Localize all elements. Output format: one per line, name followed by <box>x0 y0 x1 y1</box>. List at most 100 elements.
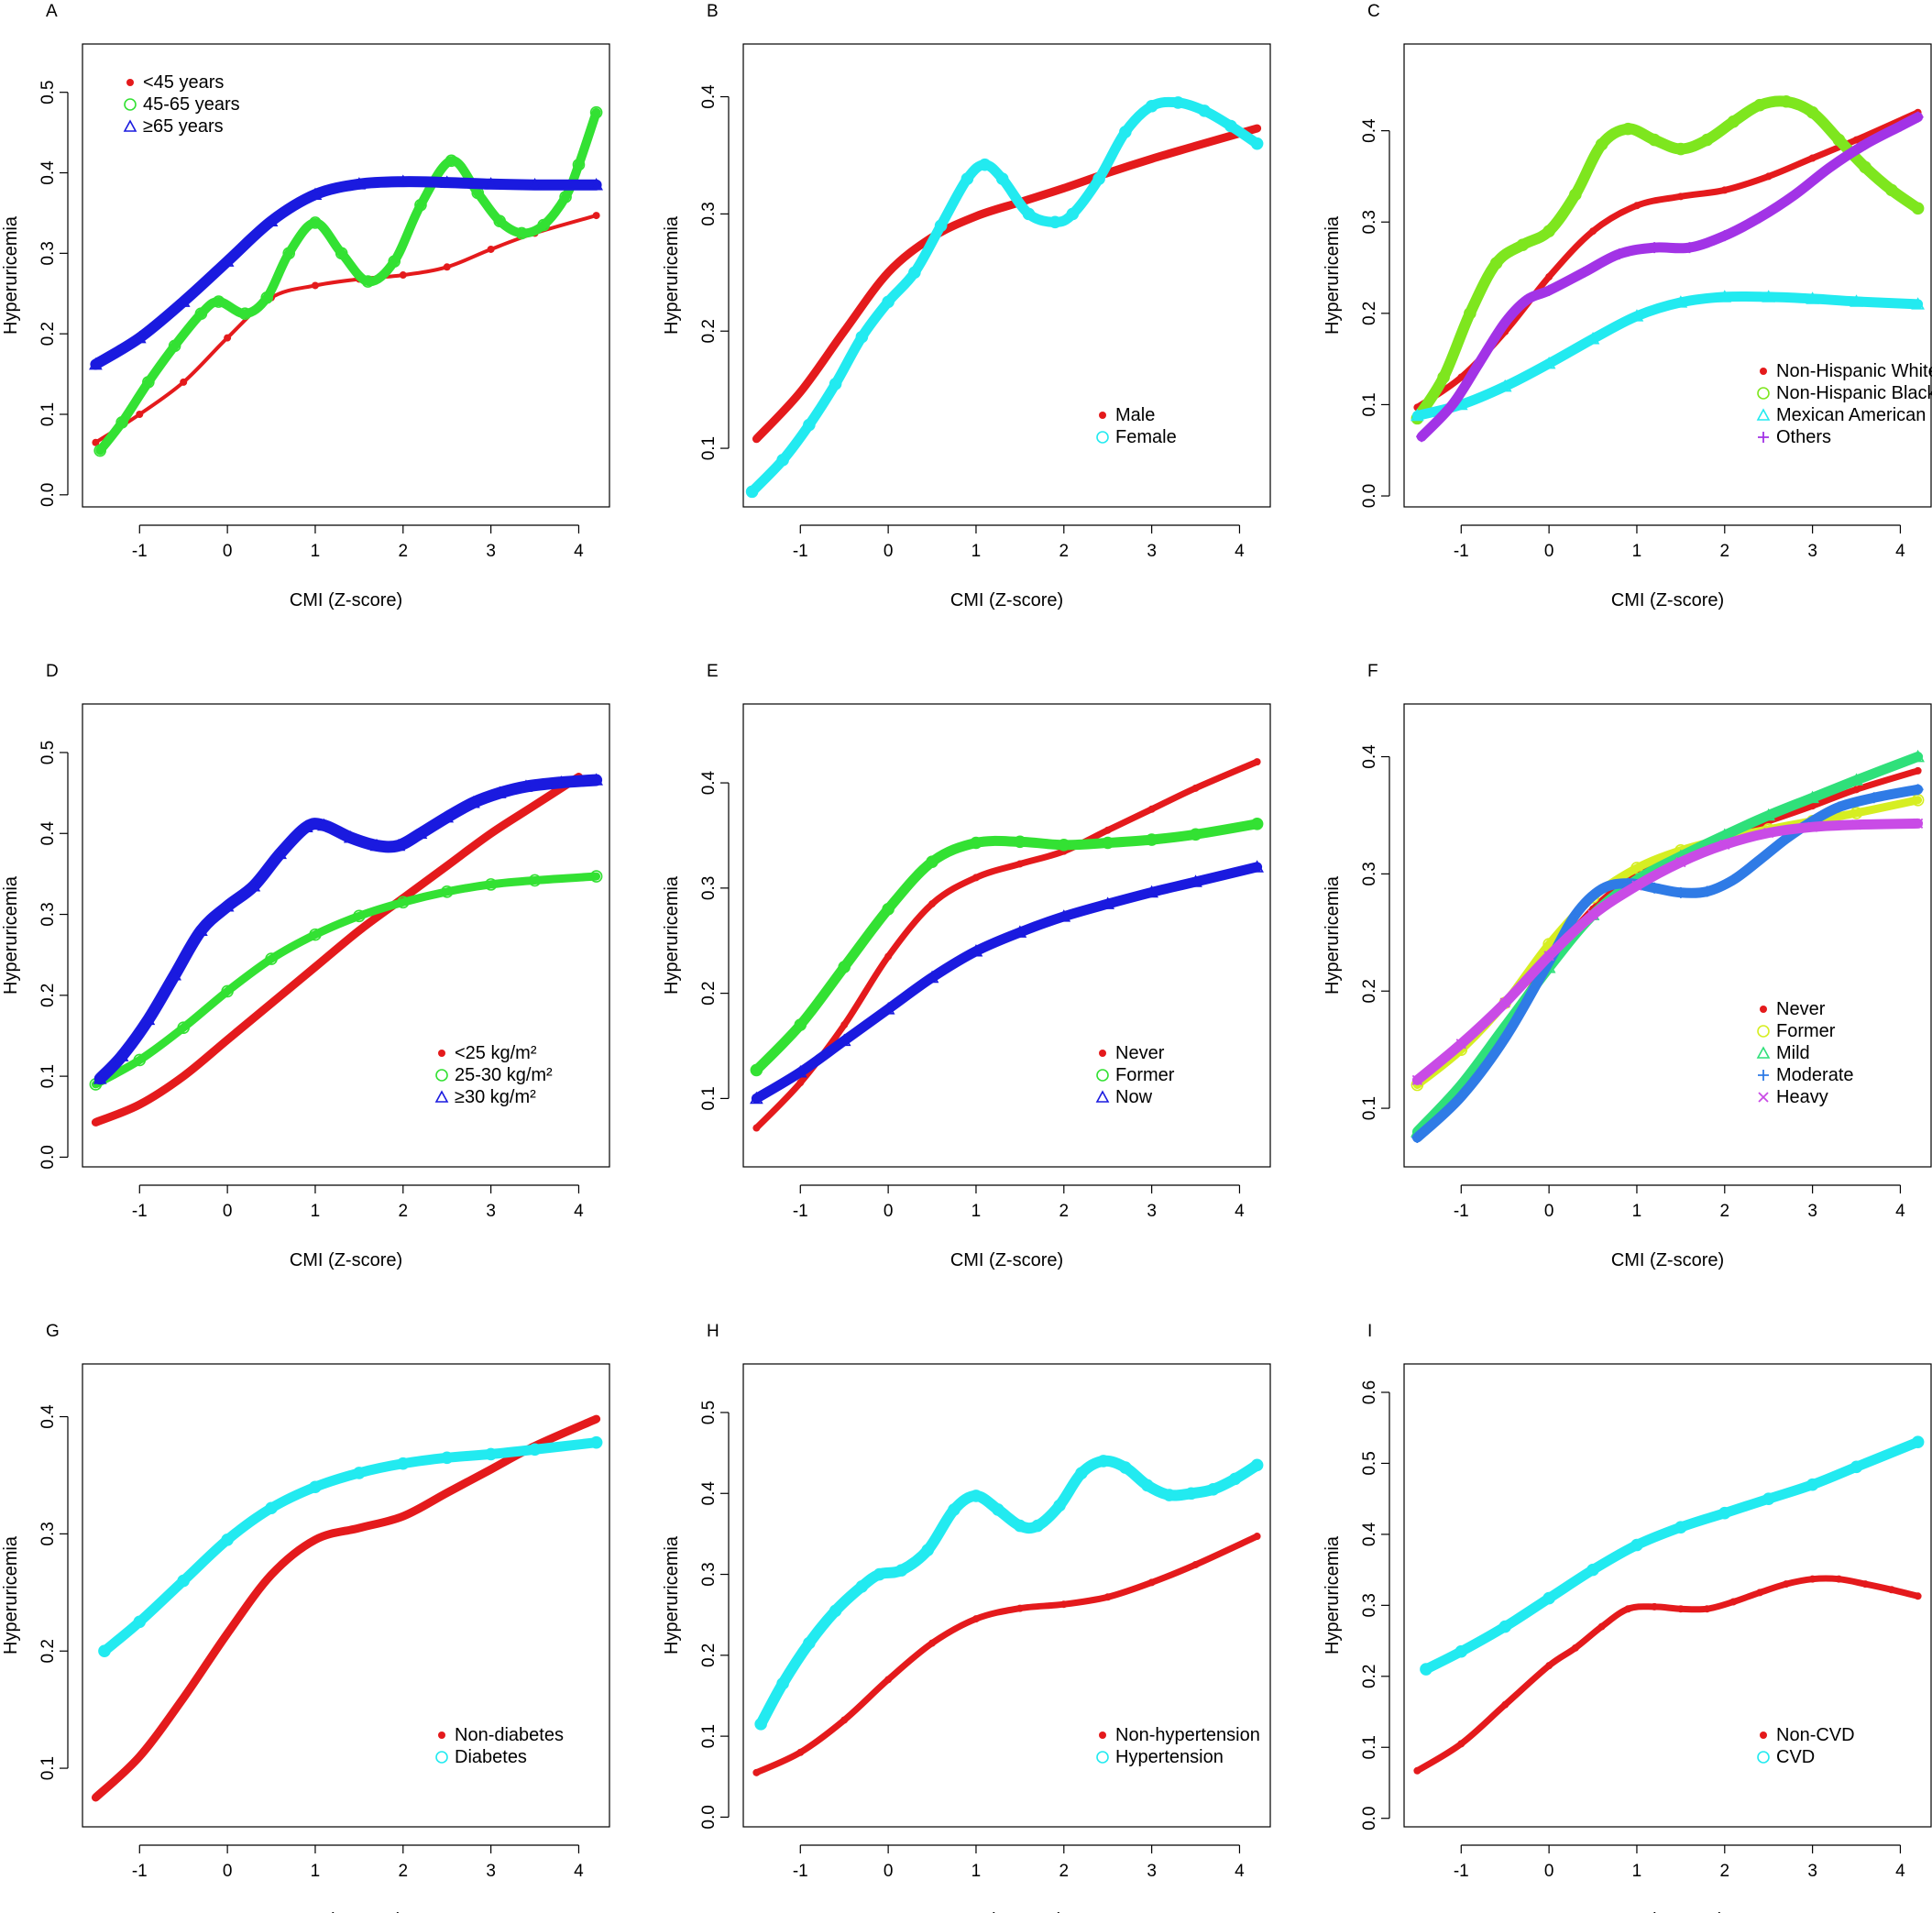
data-point <box>355 927 363 935</box>
data-point <box>796 388 805 396</box>
series-line <box>1411 95 1924 424</box>
legend-key <box>1756 408 1771 421</box>
data-point <box>873 1567 886 1581</box>
y-tick-label: 0.3 <box>38 902 58 926</box>
legend-label: 45-65 years <box>143 94 240 115</box>
x-tick-label: 4 <box>1235 1202 1245 1221</box>
data-point <box>1684 242 1696 254</box>
y-tick-label: 0.6 <box>1360 1380 1379 1404</box>
y-tick-label: 0.4 <box>699 84 719 109</box>
legend-label: Never <box>1115 1043 1165 1063</box>
data-point <box>1075 1467 1088 1479</box>
series-line <box>747 96 1263 497</box>
data-point <box>1589 227 1597 236</box>
data-point <box>1057 909 1071 922</box>
data-point <box>1850 294 1863 307</box>
data-point <box>970 1490 982 1502</box>
data-point <box>194 307 208 321</box>
y-tick-label: 0.3 <box>699 876 719 900</box>
data-point <box>493 214 507 228</box>
x-axis-title: CMI (Z-score) <box>290 1910 402 1913</box>
data-point <box>115 1049 129 1061</box>
series-3 <box>93 773 603 1085</box>
data-point <box>309 216 322 229</box>
data-point <box>1597 1622 1606 1631</box>
chart-panel-b: B -1 0 1 2 3 4 CMI (Z-score) 0.1 0.2 0.3 0.4 Hyperur… <box>662 2 1271 610</box>
data-point <box>1059 184 1068 192</box>
data-point <box>399 271 407 280</box>
data-point <box>224 1630 232 1638</box>
y-axis-title: Hyperuricemia <box>662 1535 682 1655</box>
y-tick-label: 0.2 <box>38 1639 58 1663</box>
data-point <box>1498 1620 1512 1633</box>
y-tick-label: 0.0 <box>38 483 58 507</box>
x-axis-title: CMI (Z-score) <box>1611 1910 1724 1913</box>
data-point <box>1850 1460 1863 1474</box>
legend-key <box>1760 1732 1767 1739</box>
x-tick-label: -1 <box>1454 1202 1469 1221</box>
x-tick-label: 0 <box>1544 1862 1554 1881</box>
y-tick-label: 0.2 <box>699 1644 719 1667</box>
series-2 <box>89 870 603 1091</box>
series-5 <box>1411 818 1924 1086</box>
data-point <box>554 775 568 788</box>
legend-key <box>124 98 137 111</box>
data-point <box>1912 111 1924 123</box>
y-tick-label: 0.2 <box>38 984 58 1007</box>
data-point <box>168 339 181 353</box>
x-tick-label: -1 <box>132 1862 148 1881</box>
y-tick-label: 0.4 <box>1360 118 1379 143</box>
data-point <box>1911 1435 1925 1448</box>
data-point <box>928 900 937 908</box>
y-tick-label: 0.3 <box>38 1522 58 1545</box>
data-point <box>484 878 498 891</box>
data-point <box>1191 1560 1200 1568</box>
data-point <box>224 334 232 342</box>
data-point <box>1718 1506 1731 1520</box>
data-point <box>884 1676 893 1684</box>
data-point <box>1630 309 1644 322</box>
data-point <box>840 327 849 335</box>
data-point <box>969 944 983 957</box>
data-point <box>440 885 454 898</box>
data-point <box>961 172 974 185</box>
series-line <box>91 1414 601 1802</box>
series-2 <box>754 1455 1264 1731</box>
chart-panel-f: F -1 0 1 2 3 4 CMI (Z-score) 0.1 0.2 0.3 0.4 Hyperur… <box>1323 662 1932 1270</box>
y-tick-label: 0.2 <box>1360 1665 1379 1688</box>
data-point <box>1048 215 1062 229</box>
data-point <box>1014 1519 1026 1533</box>
legend-key <box>1099 412 1106 419</box>
data-point <box>1727 115 1740 128</box>
data-point <box>176 294 191 307</box>
data-point <box>992 1503 1004 1516</box>
data-point <box>1630 1538 1643 1552</box>
data-point <box>133 1615 147 1629</box>
data-point <box>1145 885 1158 898</box>
x-axis-title: CMI (Z-score) <box>1611 1250 1724 1270</box>
x-tick-label: -1 <box>1454 542 1469 561</box>
legend-label: Male <box>1115 405 1155 425</box>
data-point <box>1754 212 1766 224</box>
y-tick-label: 0.1 <box>699 1724 719 1748</box>
data-point <box>353 909 366 923</box>
data-point <box>1413 1766 1422 1775</box>
data-point <box>136 411 144 418</box>
data-point <box>260 291 274 304</box>
legend-key <box>1758 1070 1769 1081</box>
data-point <box>1861 1580 1870 1589</box>
plot-frame <box>82 1363 610 1828</box>
data-point <box>1887 1586 1895 1594</box>
data-point <box>265 952 278 965</box>
data-point <box>221 1533 234 1546</box>
y-tick-label: 0.2 <box>1360 302 1379 325</box>
y-tick-label: 0.3 <box>699 202 719 225</box>
data-point <box>1103 1593 1112 1601</box>
x-axis: -1 0 1 2 3 4 <box>132 524 584 561</box>
legend-key <box>1756 1046 1771 1059</box>
legend-label: CVD <box>1776 1747 1815 1767</box>
data-point <box>1860 138 1872 150</box>
y-tick-label: 0.0 <box>1360 484 1379 508</box>
x-tick-label: 0 <box>1544 542 1554 561</box>
legend-key <box>1760 368 1767 375</box>
